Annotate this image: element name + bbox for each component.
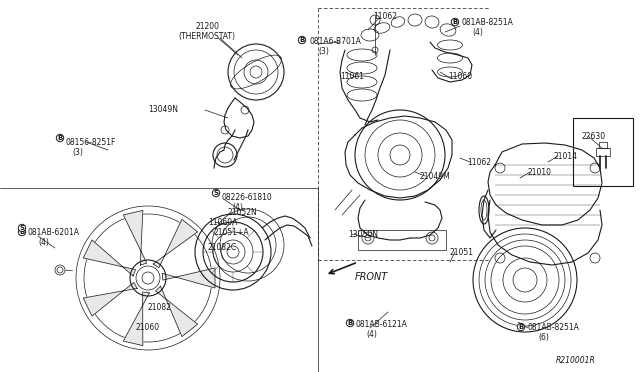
- Text: 21060: 21060: [135, 323, 159, 332]
- Text: B: B: [58, 135, 63, 141]
- Polygon shape: [163, 268, 215, 288]
- Text: 11061: 11061: [340, 72, 364, 81]
- Text: R210001R: R210001R: [556, 356, 596, 365]
- Polygon shape: [153, 219, 198, 268]
- Polygon shape: [83, 283, 137, 316]
- Text: (4): (4): [232, 203, 243, 212]
- Text: 21052N: 21052N: [228, 208, 258, 217]
- Text: 21200: 21200: [195, 22, 219, 31]
- Bar: [358, 230, 446, 250]
- Text: 081AB-8251A: 081AB-8251A: [528, 323, 580, 332]
- Polygon shape: [124, 211, 147, 265]
- Text: 21051+A: 21051+A: [213, 228, 248, 237]
- Text: B: B: [300, 37, 305, 43]
- Text: 08226-61810: 08226-61810: [222, 193, 273, 202]
- Text: 08156-8251F: 08156-8251F: [66, 138, 116, 147]
- Text: FRONT: FRONT: [355, 272, 388, 282]
- Text: 21014: 21014: [553, 152, 577, 161]
- Bar: [596, 148, 610, 156]
- Text: 21082: 21082: [148, 303, 172, 312]
- Text: B: B: [452, 19, 458, 25]
- Text: B: B: [518, 324, 524, 330]
- Polygon shape: [124, 292, 149, 346]
- Text: 11060: 11060: [448, 72, 472, 81]
- Polygon shape: [83, 240, 136, 276]
- Text: 11062: 11062: [373, 12, 397, 21]
- Text: 081AB-6121A: 081AB-6121A: [356, 320, 408, 329]
- Text: 21010: 21010: [527, 168, 551, 177]
- Text: (6): (6): [538, 333, 549, 342]
- Text: 081AB-8251A: 081AB-8251A: [462, 18, 514, 27]
- Text: 11062: 11062: [467, 158, 491, 167]
- Text: 11060A: 11060A: [208, 218, 237, 227]
- Text: (3): (3): [318, 47, 329, 56]
- Text: (4): (4): [38, 238, 49, 247]
- Text: (4): (4): [366, 330, 377, 339]
- Text: 21051: 21051: [450, 248, 474, 257]
- Text: (4): (4): [472, 28, 483, 37]
- Polygon shape: [156, 286, 198, 337]
- Text: B: B: [348, 320, 353, 326]
- Text: 081AB-6201A: 081AB-6201A: [28, 228, 80, 237]
- Text: 21049M: 21049M: [420, 172, 451, 181]
- Text: B: B: [19, 229, 24, 235]
- Text: S: S: [214, 190, 218, 196]
- Text: (3): (3): [72, 148, 83, 157]
- Text: 22630: 22630: [582, 132, 606, 141]
- Text: 13050N: 13050N: [348, 230, 378, 239]
- Text: 081A6-B701A: 081A6-B701A: [310, 37, 362, 46]
- Text: (THERMOSTAT): (THERMOSTAT): [178, 32, 235, 41]
- Bar: [573, 118, 633, 186]
- Text: S: S: [19, 225, 24, 231]
- Text: 21082C: 21082C: [207, 243, 236, 252]
- Text: 13049N: 13049N: [148, 105, 178, 114]
